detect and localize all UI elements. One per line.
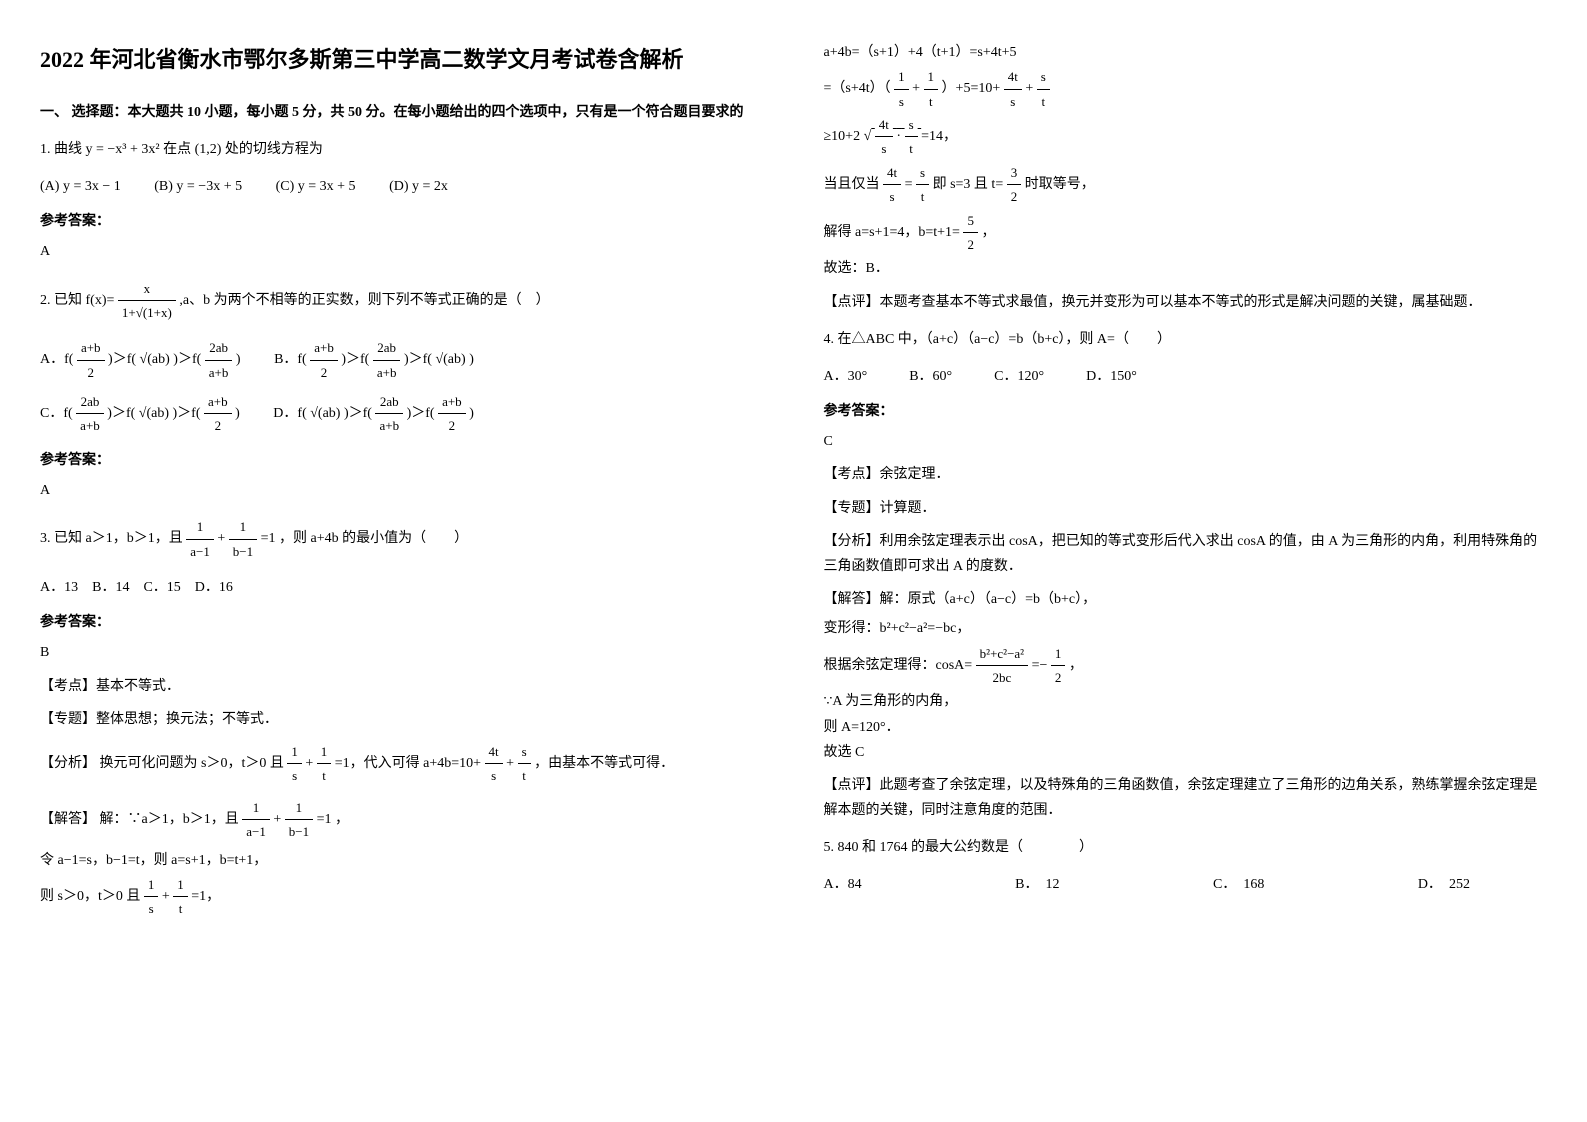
q1-options: (A) y = 3x − 1 (B) y = −3x + 5 (C) y = 3… bbox=[40, 174, 764, 199]
q3-col2-line6: 故选：B． bbox=[824, 256, 1548, 281]
q2-opt-b: B．f( a+b2 )＞f( 2aba+b )＞f( √(ab) ) bbox=[274, 336, 474, 384]
q2-answer: A bbox=[40, 478, 764, 503]
q4-jieda-line5: 则 A=120°． bbox=[824, 715, 1548, 740]
q1-answer: A bbox=[40, 239, 764, 264]
q3-st-line: 则 s＞0，t＞0 且 1s + 1t =1， bbox=[40, 873, 764, 921]
right-column: a+4b=（s+1）+4（t+1）=s+4t+5 =（s+4t）（ 1s + 1… bbox=[824, 40, 1548, 921]
q3-let-line: 令 a−1=s，b−1=t，则 a=s+1，b=t+1， bbox=[40, 848, 764, 873]
q2-frac: x 1+√(1+x) bbox=[118, 277, 176, 325]
q4-jieda: 【解答】解：原式（a+c）（a−c）=b（b+c）， bbox=[824, 587, 1548, 612]
question-4: 4. 在△ABC 中，（a+c）（a−c）=b（b+c），则 A=（ ） bbox=[824, 327, 1548, 352]
q1-stem-mid: 在点 bbox=[163, 142, 191, 157]
q2-answer-label: 参考答案： bbox=[40, 448, 764, 473]
q3-col2-line5: 解得 a=s+1=4，b=t+1= 52 ， bbox=[824, 209, 1548, 257]
q3-jieda: 【解答】 解：∵a＞1，b＞1，且 1a−1 + 1b−1 =1 ， bbox=[40, 796, 764, 844]
q3-col2-line1: a+4b=（s+1）+4（t+1）=s+4t+5 bbox=[824, 40, 1548, 65]
q5-opt-c: C． 168 bbox=[1213, 872, 1264, 897]
q2-stem-post: ,a、b 为两个不相等的正实数，则下列不等式正确的是（ ） bbox=[179, 293, 549, 308]
q1-opt-b: (B) y = −3x + 5 bbox=[154, 174, 242, 199]
q3-stem-pre: 3. 已知 a＞1，b＞1，且 bbox=[40, 531, 183, 546]
left-column: 2022 年河北省衡水市鄂尔多斯第三中学高二数学文月考试卷含解析 一、 选择题：… bbox=[40, 40, 764, 921]
q3-fenxi: 【分析】 换元可化问题为 s＞0，t＞0 且 1s + 1t =1，代入可得 a… bbox=[40, 740, 764, 788]
document-title: 2022 年河北省衡水市鄂尔多斯第三中学高二数学文月考试卷含解析 bbox=[40, 40, 764, 80]
q3-options: A．13 B．14 C．15 D．16 bbox=[40, 575, 764, 600]
q4-kaodian: 【考点】余弦定理． bbox=[824, 462, 1548, 487]
q2-stem-pre: 2. 已知 f(x)= bbox=[40, 293, 114, 308]
q4-zhuanti: 【专题】计算题． bbox=[824, 496, 1548, 521]
q5-opt-b: B． 12 bbox=[1015, 872, 1059, 897]
q5-opt-a: A．84 bbox=[824, 872, 862, 897]
q3-col2-line2: =（s+4t）（ 1s + 1t ）+5=10+ 4ts + st bbox=[824, 65, 1548, 113]
q4-answer: C bbox=[824, 429, 1548, 454]
q4-answer-label: 参考答案： bbox=[824, 399, 1548, 424]
question-2: 2. 已知 f(x)= x 1+√(1+x) ,a、b 为两个不相等的正实数，则… bbox=[40, 277, 764, 325]
q1-answer-label: 参考答案： bbox=[40, 209, 764, 234]
question-5: 5. 840 和 1764 的最大公约数是（ ） bbox=[824, 835, 1548, 860]
q1-stem-post: 处的切线方程为 bbox=[225, 142, 323, 157]
q2-opt-a: A．f( a+b2 )＞f( √(ab) )＞f( 2aba+b ) bbox=[40, 336, 241, 384]
q4-jieda-line3: 根据余弦定理得：cosA= b²+c²−a²2bc =− 12 ， bbox=[824, 642, 1548, 690]
q2-row-ab: A．f( a+b2 )＞f( √(ab) )＞f( 2aba+b ) B．f( … bbox=[40, 336, 764, 384]
section-1-heading: 一、 选择题：本大题共 10 小题，每小题 5 分，共 50 分。在每小题给出的… bbox=[40, 100, 764, 125]
q3-col2-line4: 当且仅当 4ts = st 即 s=3 且 t= 32 时取等号， bbox=[824, 161, 1548, 209]
q4-jieda-line2: 变形得：b²+c²−a²=−bc， bbox=[824, 616, 1548, 641]
q2-options: A．f( a+b2 )＞f( √(ab) )＞f( 2aba+b ) B．f( … bbox=[40, 336, 764, 438]
q4-dianping: 【点评】此题考查了余弦定理，以及特殊角的三角函数值，余弦定理建立了三角形的边角关… bbox=[824, 773, 1548, 823]
q4-jieda-line4: ∵A 为三角形的内角， bbox=[824, 689, 1548, 714]
q3-answer: B bbox=[40, 640, 764, 665]
q3-zhuanti: 【专题】整体思想；换元法；不等式． bbox=[40, 707, 764, 732]
q4-jieda-line6: 故选 C bbox=[824, 740, 1548, 765]
q3-col2-line3: ≥10+2 √ 4ts · st =14， bbox=[824, 113, 1548, 161]
q1-opt-c: (C) y = 3x + 5 bbox=[276, 174, 356, 199]
q3-stem-post: ，则 a+4b 的最小值为（ ） bbox=[279, 531, 468, 546]
q5-options: A．84 B． 12 C． 168 D． 252 bbox=[824, 872, 1548, 897]
q3-answer-label: 参考答案： bbox=[40, 610, 764, 635]
question-3: 3. 已知 a＞1，b＞1，且 1a−1 + 1b−1 =1 ，则 a+4b 的… bbox=[40, 515, 764, 563]
q1-opt-a: (A) y = 3x − 1 bbox=[40, 174, 121, 199]
q1-stem-pre: 1. 曲线 bbox=[40, 142, 82, 157]
q2-row-cd: C．f( 2aba+b )＞f( √(ab) )＞f( a+b2 ) D．f( … bbox=[40, 390, 764, 438]
q4-fenxi: 【分析】利用余弦定理表示出 cosA，把已知的等式变形后代入求出 cosA 的值… bbox=[824, 529, 1548, 579]
q4-options: A．30° B．60° C．120° D．150° bbox=[824, 364, 1548, 389]
q5-opt-d: D． 252 bbox=[1418, 872, 1470, 897]
q3-kaodian: 【考点】基本不等式． bbox=[40, 674, 764, 699]
q3-dianping: 【点评】本题考查基本不等式求最值，换元并变形为可以基本不等式的形式是解决问题的关… bbox=[824, 290, 1548, 315]
q2-opt-d: D．f( √(ab) )＞f( 2aba+b )＞f( a+b2 ) bbox=[273, 390, 474, 438]
page-container: 2022 年河北省衡水市鄂尔多斯第三中学高二数学文月考试卷含解析 一、 选择题：… bbox=[40, 40, 1547, 921]
q1-point: (1,2) bbox=[195, 142, 222, 157]
q2-opt-c: C．f( 2aba+b )＞f( √(ab) )＞f( a+b2 ) bbox=[40, 390, 240, 438]
q1-opt-d: (D) y = 2x bbox=[389, 174, 448, 199]
question-1: 1. 曲线 y = −x³ + 3x² 在点 (1,2) 处的切线方程为 bbox=[40, 137, 764, 162]
q1-formula: y = −x³ + 3x² bbox=[86, 142, 160, 157]
